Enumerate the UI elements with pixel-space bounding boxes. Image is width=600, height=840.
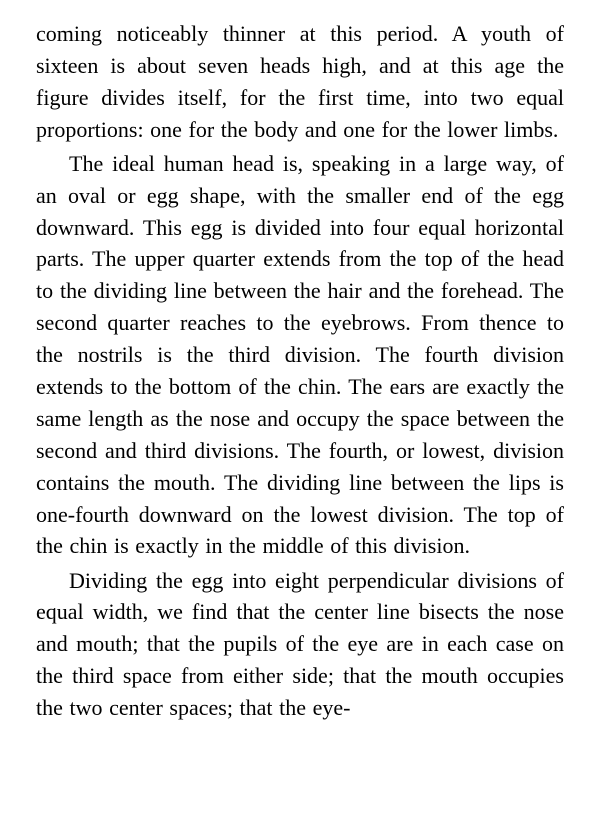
- paragraph-2: The ideal human head is, speaking in a l…: [36, 148, 564, 563]
- paragraph-3: Dividing the egg into eight perpendicula…: [36, 565, 564, 724]
- paragraph-1: coming noticeably thinner at this period…: [36, 18, 564, 146]
- page: coming noticeably thinner at this period…: [0, 0, 600, 840]
